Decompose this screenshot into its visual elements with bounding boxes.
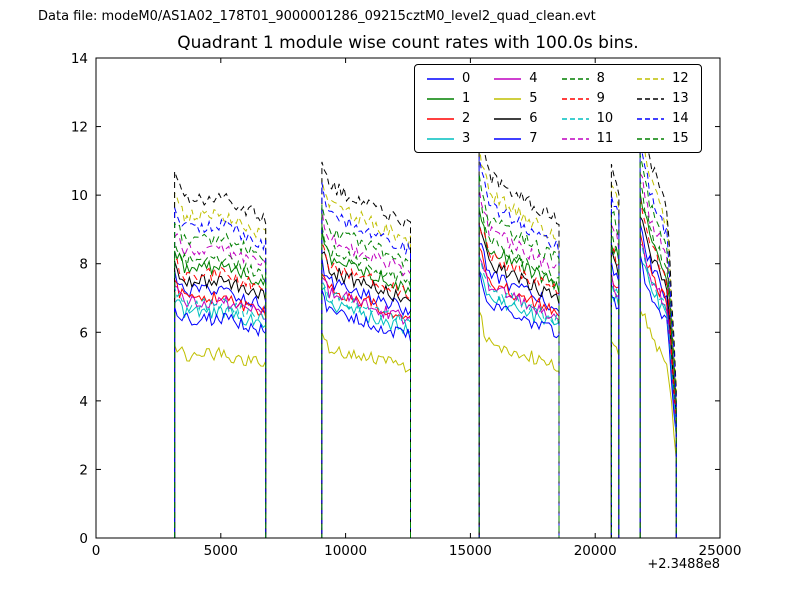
series-13-line <box>174 110 677 539</box>
legend-item-0: 0 <box>427 70 470 87</box>
legend-line-sample <box>637 77 665 80</box>
series-3-line <box>174 256 677 539</box>
y-tick-label: 2 <box>79 462 88 478</box>
series-8-line <box>174 179 677 539</box>
legend-line-sample <box>561 77 589 80</box>
legend-item-2: 2 <box>427 110 470 127</box>
legend-item-3: 3 <box>427 130 470 147</box>
y-tick-label: 8 <box>79 257 88 273</box>
legend-item-10: 10 <box>561 110 614 127</box>
legend-label: 6 <box>529 111 538 126</box>
y-tick-label: 12 <box>71 120 88 136</box>
legend-label: 3 <box>462 131 471 146</box>
series-15-line <box>174 154 677 539</box>
y-tick-label: 14 <box>71 51 88 67</box>
legend-item-15: 15 <box>637 130 689 147</box>
x-tick-label: 10000 <box>324 543 367 559</box>
legend-item-12: 12 <box>637 70 689 87</box>
y-tick-label: 0 <box>79 531 88 547</box>
legend-label: 14 <box>672 111 689 126</box>
data-file-label: Data file: modeM0/AS1A02_178T01_90000012… <box>38 9 596 24</box>
series-2-line <box>174 232 677 539</box>
legend-label: 15 <box>672 131 689 146</box>
legend-label: 8 <box>596 71 605 86</box>
legend-item-8: 8 <box>561 70 614 87</box>
legend-label: 13 <box>672 91 689 106</box>
legend-label: 0 <box>462 71 471 86</box>
legend-item-1: 1 <box>427 90 470 107</box>
series-9-line <box>174 196 677 539</box>
legend-line-sample <box>427 117 454 120</box>
legend-line-sample <box>494 117 522 120</box>
series-12-line <box>174 128 677 539</box>
legend-label: 1 <box>462 91 471 106</box>
series-7-line <box>174 253 677 539</box>
legend-line-sample <box>427 77 454 80</box>
legend-item-5: 5 <box>494 90 538 107</box>
legend-line-sample <box>427 137 454 140</box>
legend-line-sample <box>637 117 665 120</box>
y-tick-label: 6 <box>79 325 88 341</box>
series-10-line <box>174 243 677 539</box>
series-0-line <box>174 223 677 539</box>
y-tick-label: 10 <box>71 188 88 204</box>
legend-line-sample <box>427 97 454 100</box>
legend-line-sample <box>637 97 665 100</box>
legend-label: 12 <box>672 71 689 86</box>
legend-label: 10 <box>596 111 614 126</box>
y-tick-label: 4 <box>79 394 88 410</box>
legend-item-4: 4 <box>494 70 538 87</box>
series-6-line <box>174 214 677 539</box>
legend-line-sample <box>637 137 665 140</box>
legend-item-13: 13 <box>637 90 689 107</box>
legend-item-9: 9 <box>561 90 614 107</box>
legend: 0 1 2 3 4 5 6 7 8 9 10 11 12 13 14 15 <box>414 64 702 153</box>
x-tick-label: 25000 <box>699 543 742 559</box>
x-tick-label: 0 <box>92 543 101 559</box>
x-axis-offset-label: +2.3488e8 <box>647 557 720 572</box>
legend-label: 9 <box>596 91 605 106</box>
legend-line-sample <box>561 97 589 100</box>
x-tick-label: 20000 <box>574 543 617 559</box>
series-4-line <box>174 243 677 539</box>
legend-label: 2 <box>462 111 471 126</box>
series-11-line <box>174 171 677 539</box>
legend-line-sample <box>561 137 589 140</box>
legend-label: 4 <box>529 71 538 86</box>
legend-line-sample <box>561 117 589 120</box>
legend-label: 7 <box>529 131 538 146</box>
legend-item-7: 7 <box>494 130 538 147</box>
axes-frame <box>95 57 721 539</box>
legend-line-sample <box>494 137 522 140</box>
legend-line-sample <box>494 97 522 100</box>
series-5-line <box>174 309 677 539</box>
x-tick-label: 15000 <box>449 543 492 559</box>
series-14-line <box>174 143 677 539</box>
legend-item-6: 6 <box>494 110 538 127</box>
legend-item-11: 11 <box>561 130 614 147</box>
legend-label: 5 <box>529 91 538 106</box>
series-1-line <box>174 192 677 539</box>
chart-title: Quadrant 1 module wise count rates with … <box>177 33 639 53</box>
legend-item-14: 14 <box>637 110 689 127</box>
legend-line-sample <box>494 77 522 80</box>
legend-label: 11 <box>596 131 614 146</box>
x-tick-label: 5000 <box>204 543 238 559</box>
